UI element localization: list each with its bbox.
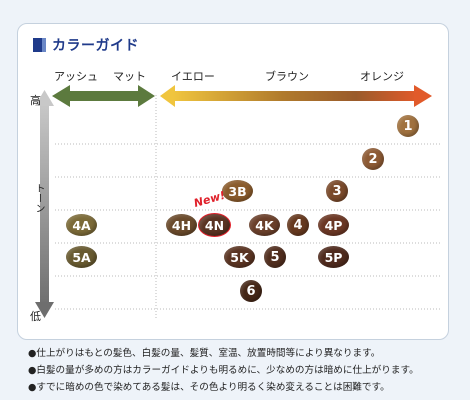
chip-5p: 5P [318,246,349,268]
note-item: ●すでに暗めの色で染めてある髪は、その色より明るく染め変えることは困難です。 [28,382,390,393]
chip-4h: 4H [166,214,197,236]
label-tone: トーン [33,183,44,213]
notes-list: ●仕上がりはもとの髪色、白髪の量、髪質、室温、放置時間等により異なります。 ●白… [28,345,458,396]
label-tone-low: 低 [30,310,41,323]
chip-4a: 4A [66,214,97,236]
title-marker-icon [33,38,42,52]
label-matte: マット [113,70,146,83]
chip-4k: 4K [249,214,280,236]
label-yellow: イエロー [171,70,215,83]
page-title: カラーガイド [52,38,139,54]
note-item: ●白髪の量が多めの方はカラーガイドよりも明るめに、少なめの方は暗めに仕上がります… [28,365,419,376]
grid-lines [55,95,440,320]
note-item: ●仕上がりはもとの髪色、白髪の量、髪質、室温、放置時間等により異なります。 [28,348,381,359]
chip-2: 2 [362,148,384,170]
label-ash: アッシュ [54,70,98,83]
chip-6: 6 [240,280,262,302]
chip-4p: 4P [318,214,349,236]
chip-5a: 5A [66,246,97,268]
label-tone-high: 高 [30,94,41,107]
ash-matte-arrow [52,85,155,107]
yellow-orange-arrow [160,85,432,107]
chip-4n: 4N [198,213,231,237]
chip-4: 4 [287,214,309,236]
label-orange: オレンジ [360,70,404,83]
title-area: カラーガイド [33,35,139,55]
chip-1: 1 [397,115,419,137]
chip-5k: 5K [224,246,255,268]
tone-arrow [35,90,54,318]
chip-3b: 3B [222,180,253,202]
chip-3: 3 [326,180,348,202]
label-brown: ブラウン [265,70,309,83]
chip-5: 5 [264,246,286,268]
